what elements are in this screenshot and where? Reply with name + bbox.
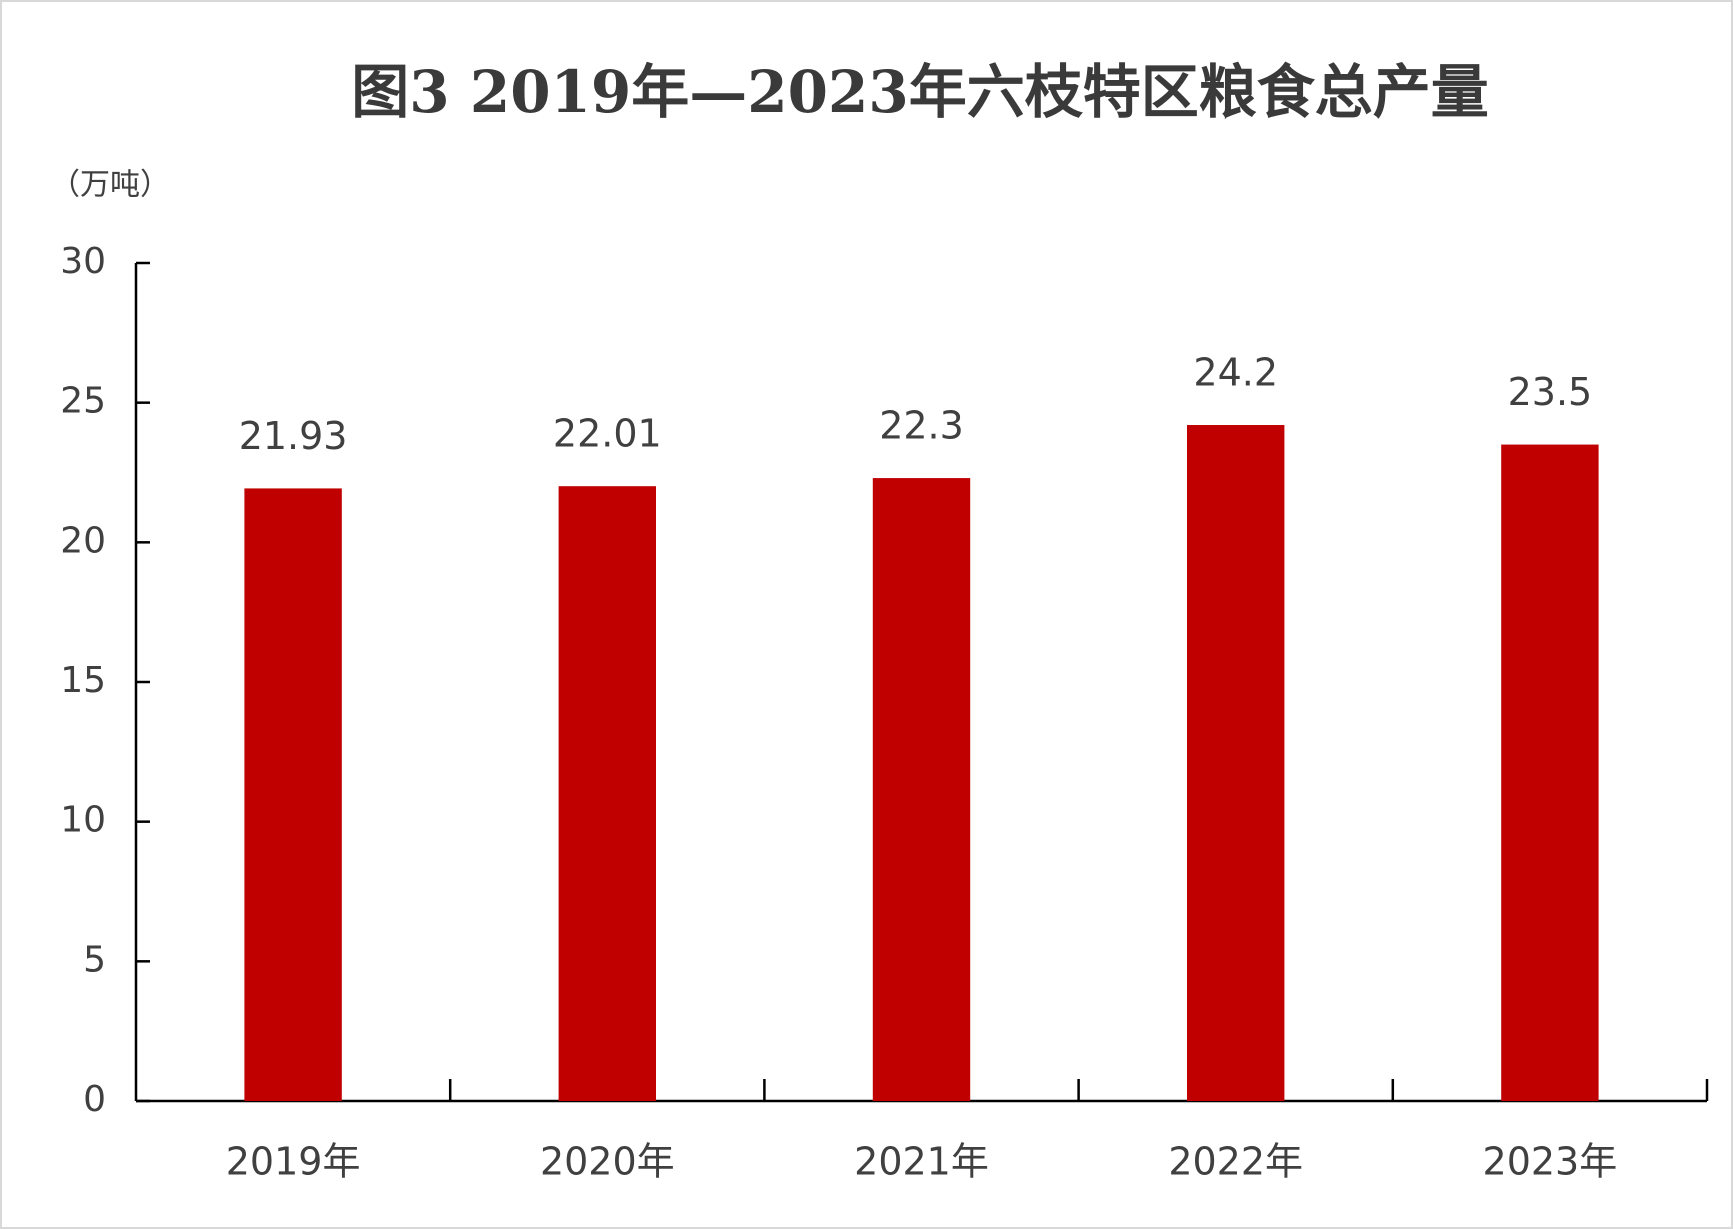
y-tick-label: 15 — [60, 660, 106, 701]
y-tick-label: 25 — [60, 381, 106, 422]
y-tick-label: 10 — [60, 800, 106, 841]
data-label: 24.2 — [1193, 351, 1278, 395]
y-tick-label: 30 — [60, 241, 106, 282]
data-label: 23.5 — [1508, 370, 1593, 414]
data-label: 21.93 — [239, 414, 348, 458]
data-label: 22.3 — [879, 404, 964, 448]
y-tick-label: 5 — [83, 939, 106, 980]
chart-title: 图3 2019年—2023年六枝特区粮食总产量 — [351, 58, 1488, 126]
x-tick-label: 2021年 — [854, 1140, 989, 1184]
bar — [1501, 444, 1599, 1102]
y-tick-label: 0 — [83, 1079, 106, 1120]
x-tick-label: 2019年 — [226, 1140, 361, 1184]
x-tick-label: 2020年 — [540, 1140, 675, 1184]
y-axis-unit: （万吨） — [50, 168, 170, 203]
x-tick-label: 2022年 — [1168, 1140, 1303, 1184]
bar — [244, 488, 342, 1101]
y-tick-label: 20 — [60, 520, 106, 561]
data-label: 22.01 — [553, 412, 662, 456]
bar — [558, 486, 657, 1101]
bar — [1186, 425, 1285, 1102]
x-tick-label: 2023年 — [1483, 1140, 1618, 1184]
bar — [872, 478, 971, 1101]
